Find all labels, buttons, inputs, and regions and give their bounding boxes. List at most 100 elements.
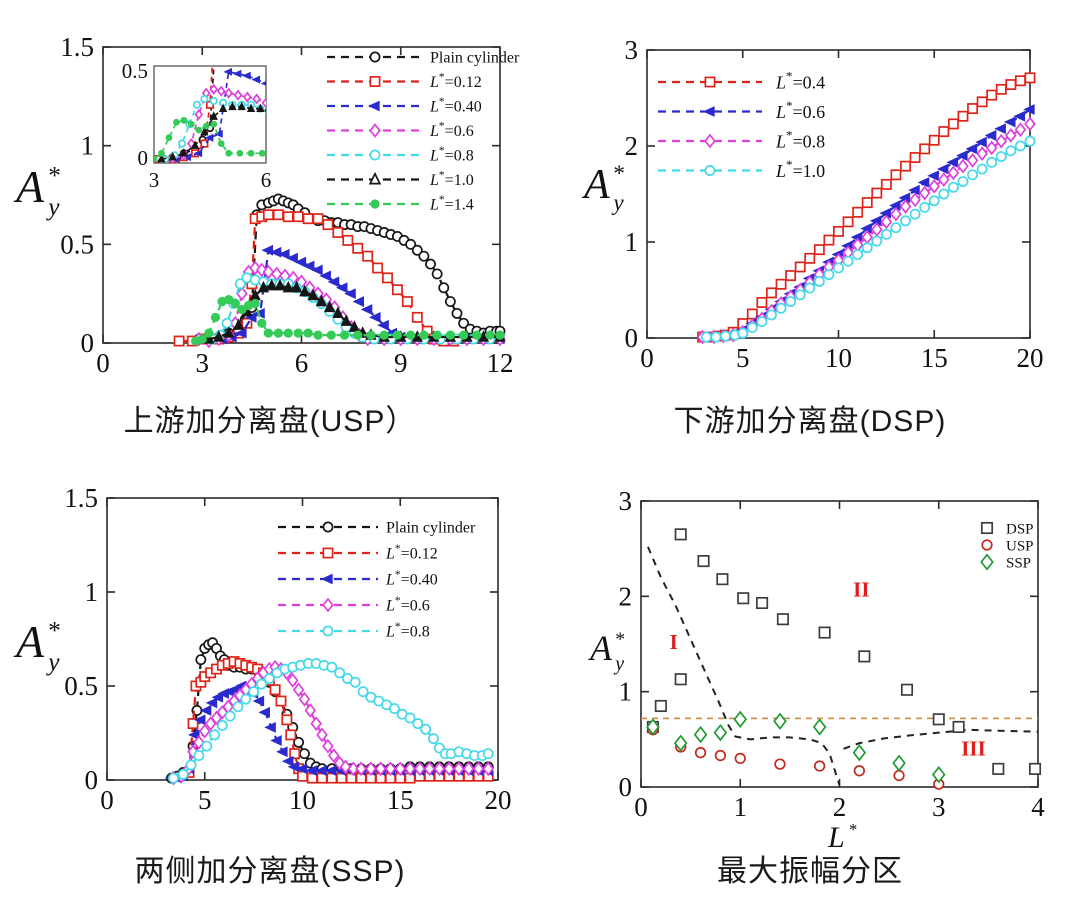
series-dsp: [646, 528, 1042, 775]
panel-dsp: 0 5 10 15 20 0 1 2 3 L*=0.4 L*=0.6 L*=0.8 L*=1.0 A * y …: [540, 0, 1080, 450]
legend-label: L*=0.8: [429, 145, 474, 165]
ssp-figure: 0 5 10 15 20 0 0.5 1 1.5 Plain cylinder L*=0.12 L*=…: [13, 483, 512, 815]
legend: Plain cylinder L*=0.12 L*=0.40 L*=0.6 L*=0.8: [278, 520, 476, 641]
y-tick-label: 1: [619, 677, 633, 707]
x-tick-label: 3: [196, 348, 210, 378]
dsp-figure: 0 5 10 15 20 0 1 2 3 L*=0.4 L*=0.6 L*=0.8 L*=1.0 A * y: [581, 35, 1044, 373]
y-tick-label: 0: [85, 765, 99, 795]
legend-label: L*=0.40: [429, 96, 482, 116]
svg-text:y: y: [611, 189, 624, 215]
svg-text:*: *: [48, 617, 61, 645]
x-tick-label: 0: [640, 343, 654, 373]
usp-caption: 上游加分离盘(USP）: [123, 405, 417, 438]
x-tick-label: 3: [932, 792, 946, 822]
legend: L*=0.4 L*=0.6 L*=0.8 L*=1.0: [658, 69, 825, 181]
x-tick-label: 5: [198, 785, 212, 815]
svg-text:*: *: [615, 629, 625, 651]
legend-label: L*=0.8: [385, 621, 430, 641]
legend-label: Plain cylinder: [386, 520, 476, 537]
inset-zoom: 0 0.5 3 6: [122, 59, 272, 192]
svg-text:y: y: [613, 653, 624, 675]
legend: Plain cylinder L*=0.12 L*=0.40 L*=0.6 L*=0.8…: [327, 50, 520, 214]
inset-x-tick: 3: [149, 168, 160, 192]
legend-label: L*=0.8: [775, 128, 825, 152]
x-tick-label: 9: [394, 348, 408, 378]
x-tick-label: 10: [825, 343, 852, 373]
legend-label: L*=1.4: [429, 194, 474, 214]
ssp-caption: 两侧加分离盘(SSP): [134, 855, 406, 888]
x-tick-label: 10: [289, 785, 316, 815]
panel-usp: 0 3 6 9 12 0 0.5 1 1.5 Plain cylinder L*=0.12 L*=0.…: [0, 0, 540, 450]
x-tick-label: 15: [921, 343, 948, 373]
x-tick-label: 0: [634, 792, 648, 822]
region-label-iii: III: [961, 737, 986, 761]
plot-frame: [646, 49, 1031, 339]
y-tick-label: 0: [619, 772, 633, 802]
y-axis-label: A: [13, 616, 45, 667]
y-axis-label: A: [588, 628, 613, 668]
legend-label: L*=0.4: [775, 69, 825, 93]
region-label-i: I: [670, 630, 678, 654]
legend-label: L*=1.0: [775, 157, 825, 181]
region-label-ii: II: [853, 577, 869, 601]
x-tick-label: 0: [96, 348, 110, 378]
legend-label: L*=0.6: [385, 595, 430, 615]
legend-label: USP: [1006, 538, 1034, 554]
y-tick-label: 0.5: [64, 671, 98, 701]
y-tick-label: 2: [625, 131, 639, 161]
y-tick-label: 1.5: [64, 483, 98, 513]
legend-label: SSP: [1006, 555, 1031, 571]
y-tick-label: 0: [625, 323, 639, 353]
y-tick-label: 3: [619, 486, 633, 516]
y-tick-label: 1: [81, 131, 95, 161]
y-axis-label: A: [581, 162, 610, 208]
x-axis-label: L: [827, 821, 845, 854]
boundary-curve-1: [647, 546, 841, 786]
panel-partition: 0 1 2 3 4 0 1 2 3 I II III DSP USP SSP A * y L * 最大振幅分区: [540, 450, 1080, 900]
legend-label: L*=1.0: [429, 169, 474, 189]
series-l-1-4: [190, 294, 505, 346]
y-tick-label: 2: [619, 581, 633, 611]
legend-label: DSP: [1006, 521, 1034, 537]
legend-label: Plain cylinder: [430, 50, 520, 67]
series-l-0-12: [173, 209, 460, 347]
panel-ssp: 0 5 10 15 20 0 0.5 1 1.5 Plain cylinder L*=0.12 L*=…: [0, 450, 540, 900]
y-tick-label: 1: [625, 227, 639, 257]
svg-text:*: *: [48, 162, 61, 190]
legend-label: L*=0.40: [385, 569, 438, 589]
legend-label: L*=0.12: [429, 71, 482, 91]
inset-y-tick: 0: [138, 146, 149, 170]
legend-label: L*=0.12: [385, 543, 438, 563]
x-tick-label: 2: [833, 792, 847, 822]
series-l-1-0: [700, 135, 1036, 343]
x-tick-label: 15: [387, 785, 414, 815]
series-ssp: [646, 710, 946, 784]
x-tick-label: 1: [734, 792, 748, 822]
axes: 0 5 10 15 20 0 1 2 3: [625, 35, 1044, 373]
dsp-caption: 下游加分离盘(DSP): [673, 405, 947, 438]
series-plain-cylinder: [193, 193, 506, 345]
series-l-0-8: [168, 657, 494, 784]
partition-caption: 最大振幅分区: [717, 855, 903, 888]
legend-label: L*=0.6: [775, 98, 825, 122]
x-tick-label: 6: [295, 348, 309, 378]
series-plain-cylinder: [166, 637, 494, 784]
y-axis-label: A: [13, 161, 45, 212]
y-tick-label: 1: [85, 577, 99, 607]
x-tick-label: 4: [1031, 792, 1045, 822]
inset-x-tick: 6: [261, 168, 272, 192]
svg-text:y: y: [45, 648, 60, 676]
inset-y-tick: 0.5: [122, 59, 148, 83]
boundary-curve-2: [843, 728, 1039, 750]
svg-text:*: *: [613, 160, 625, 186]
x-tick-label: 12: [487, 348, 514, 378]
axes: 0 1 2 3 4 0 1 2 3: [619, 486, 1046, 822]
y-tick-label: 0: [81, 328, 95, 358]
x-tick-label: 20: [1017, 343, 1044, 373]
svg-text:*: *: [849, 820, 857, 839]
annotations: [641, 546, 1039, 786]
